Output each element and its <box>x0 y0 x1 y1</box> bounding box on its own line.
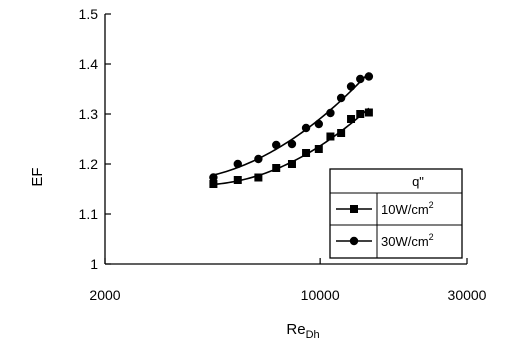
data-point-circle <box>346 82 356 91</box>
data-point-square <box>314 145 323 153</box>
data-point-square <box>233 176 242 184</box>
data-point-square <box>254 173 263 182</box>
fit-curve-circle <box>213 72 370 176</box>
legend-marker-circle <box>349 236 359 246</box>
legend-label-10-base: 10W/cm <box>381 202 429 217</box>
x-axis-label-subscript: Dh <box>306 329 320 341</box>
data-point-circle <box>364 72 374 81</box>
axes <box>104 13 468 265</box>
legend-label-30: 30W/cm2 <box>381 232 434 249</box>
y-tick-label: 1.3 <box>79 106 99 122</box>
data-point-square <box>364 108 373 117</box>
data-point-square <box>209 180 218 188</box>
data-point-circle <box>301 123 311 133</box>
y-axis-label: EF <box>29 167 46 186</box>
data-points <box>209 72 374 188</box>
data-point-square <box>287 160 296 168</box>
legend-marker-square <box>350 205 358 213</box>
y-tick-label: 1.4 <box>79 56 99 72</box>
data-point-circle <box>326 108 335 118</box>
legend: q" 10W/cm2 30W/cm2 <box>329 168 463 259</box>
data-point-circle <box>209 173 218 182</box>
legend-label-10: 10W/cm2 <box>381 200 434 217</box>
data-point-circle <box>336 93 346 103</box>
y-tick-label: 1.1 <box>79 206 99 222</box>
y-tick-label: 1.2 <box>79 156 99 172</box>
data-point-square <box>302 149 311 157</box>
x-axis-label: ReDh <box>286 321 319 341</box>
data-point-circle <box>287 139 297 149</box>
data-point-square <box>272 164 281 172</box>
legend-label-30-base: 30W/cm <box>381 234 429 249</box>
data-point-circle <box>314 119 323 129</box>
data-point-square <box>326 132 335 141</box>
x-tick-label: 30000 <box>448 287 487 303</box>
data-point-circle <box>254 154 263 164</box>
legend-title: q" <box>412 174 424 189</box>
data-point-circle <box>272 140 281 150</box>
data-point-square <box>347 115 356 123</box>
legend-label-30-sup: 2 <box>429 232 434 242</box>
legend-label-10-sup: 2 <box>429 200 434 210</box>
tick-labels: 1 1.1 1.2 1.3 1.4 1.5 2000 10000 30000 <box>79 6 487 303</box>
data-point-circle <box>233 159 242 169</box>
y-tick-label: 1 <box>90 256 98 272</box>
data-point-circle <box>356 74 365 84</box>
data-point-square <box>356 110 365 118</box>
y-tick-label: 1.5 <box>79 6 99 22</box>
x-axis-label-main: Re <box>286 321 305 338</box>
x-tick-label: 10000 <box>301 287 340 303</box>
data-point-square <box>337 129 346 137</box>
x-tick-label: 2000 <box>89 287 120 303</box>
